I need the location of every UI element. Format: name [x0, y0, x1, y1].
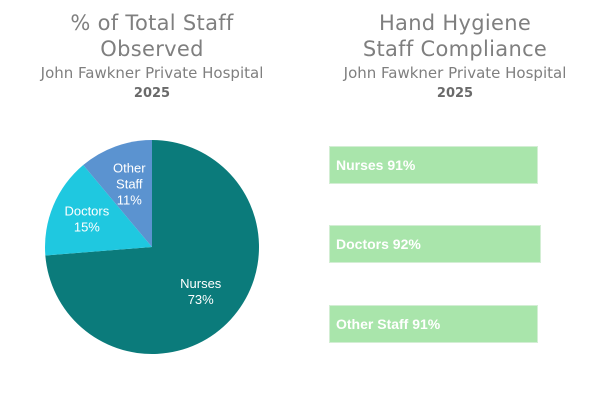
- pie-title-line1: % of Total Staff: [70, 11, 234, 35]
- pie-slice-other-staff: [83, 140, 152, 247]
- pie-label-nurses: Nurses 73%: [180, 276, 222, 307]
- left-panel-title: % of Total Staff Observed John Fawkner P…: [0, 10, 304, 103]
- compliance-year: 2025: [436, 86, 474, 101]
- compliance-title-line1: Hand Hygiene: [378, 11, 532, 35]
- pie-subtitle: John Fawkner Private Hospital: [40, 64, 264, 82]
- compliance-title-line2: Staff Compliance: [362, 37, 548, 61]
- pie-slice-nurses: [45, 140, 259, 354]
- right-panel-title: Hand Hygiene Staff Compliance John Fawkn…: [304, 10, 606, 103]
- pie-title-line2: Observed: [100, 37, 204, 61]
- pie-label-other-staff: Other Staff 11%: [113, 161, 146, 208]
- compliance-bar-nurses: Nurses 91%: [329, 146, 538, 184]
- compliance-bar-other-staff: Other Staff 91%: [329, 305, 538, 343]
- compliance-bar-doctors: Doctors 92%: [329, 225, 541, 263]
- compliance-subtitle: John Fawkner Private Hospital: [343, 64, 567, 82]
- pie-label-doctors: Doctors 15%: [64, 204, 109, 235]
- staff-observed-pie-chart: Nurses 73% Doctors 15%Other Staff 11%: [45, 140, 259, 354]
- pie-slice-doctors: [45, 165, 152, 256]
- pie-year: 2025: [133, 86, 171, 101]
